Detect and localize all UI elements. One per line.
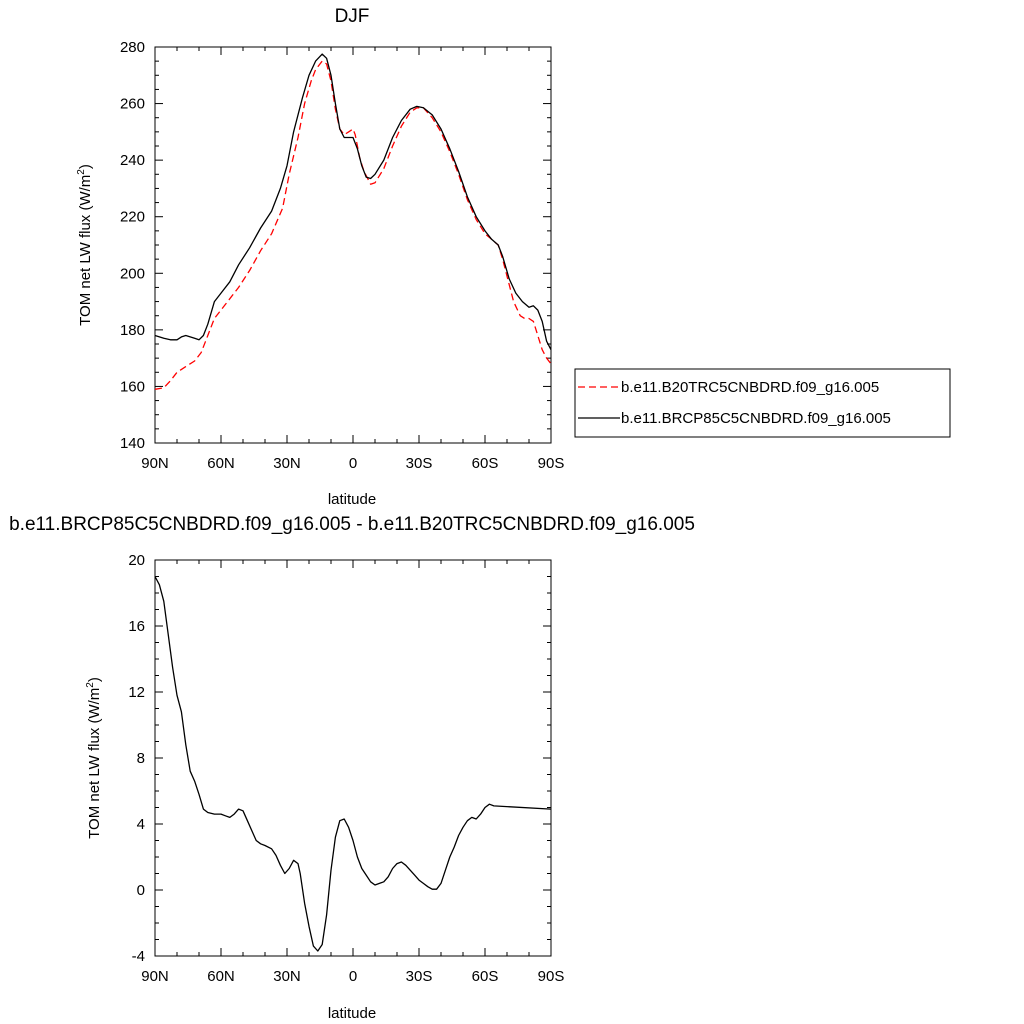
y-tick-label: 16	[128, 618, 145, 635]
chart-djf: DJF 140 160 180 200 220 240 260 280 90N 60N 30N 0 3…	[76, 6, 951, 508]
chart-title: b.e11.BRCP85C5CNBDRD.f09_g16.005 - b.e11…	[9, 514, 695, 535]
y-axis: 140 160 180 200 220 240 260 280	[120, 39, 551, 452]
y-axis-label: TOM net LW flux (W/m2)	[85, 677, 103, 839]
plot-frame	[154, 46, 552, 444]
legend-box	[574, 368, 951, 438]
x-tick-label: 90S	[538, 455, 565, 472]
y-tick-label: 160	[120, 378, 145, 395]
x-tick-label: 30N	[273, 968, 301, 985]
y-tick-label: 8	[137, 750, 145, 767]
x-tick-label: 0	[349, 968, 357, 985]
x-tick-label: 60N	[207, 968, 235, 985]
series-group	[154, 576, 552, 952]
x-tick-label: 30S	[406, 455, 433, 472]
x-axis-label: latitude	[328, 491, 376, 508]
x-tick-label: 60S	[472, 968, 499, 985]
legend-entry-historical: b.e11.B20TRC5CNBDRD.f09_g16.005	[621, 379, 879, 396]
x-tick-label: 0	[349, 455, 357, 472]
y-tick-label: 180	[120, 322, 145, 339]
y-tick-label: 12	[128, 684, 145, 701]
y-tick-label: 4	[137, 816, 145, 833]
x-axis-label: latitude	[328, 1005, 376, 1022]
y-axis-label: TOM net LW flux (W/m2)	[76, 164, 94, 326]
x-axis: 90N 60N 30N 0 30S 60S 90S	[141, 560, 564, 985]
x-tick-label: 90S	[538, 968, 565, 985]
y-tick-label: 280	[120, 39, 145, 56]
legend: b.e11.B20TRC5CNBDRD.f09_g16.005 b.e11.BR…	[574, 368, 951, 438]
y-tick-label: 20	[128, 552, 145, 569]
chart-title: DJF	[335, 6, 370, 27]
y-tick-label: 220	[120, 209, 145, 226]
legend-entry-rcp85: b.e11.BRCP85C5CNBDRD.f09_g16.005	[621, 410, 891, 427]
y-tick-label: -4	[132, 948, 145, 965]
y-tick-label: 140	[120, 435, 145, 452]
series-line-1	[154, 576, 552, 952]
plot-frame	[154, 559, 552, 957]
x-tick-label: 30N	[273, 455, 301, 472]
y-tick-label: 260	[120, 96, 145, 113]
y-tick-label: 0	[137, 882, 145, 899]
y-tick-label: 240	[120, 152, 145, 169]
x-tick-label: 90N	[141, 968, 169, 985]
x-tick-label: 30S	[406, 968, 433, 985]
y-tick-label: 200	[120, 265, 145, 282]
x-tick-label: 90N	[141, 455, 169, 472]
series-line-1	[154, 60, 552, 390]
series-group	[154, 53, 552, 390]
x-tick-label: 60N	[207, 455, 235, 472]
series-line-2	[154, 53, 552, 350]
x-tick-label: 60S	[472, 455, 499, 472]
chart-difference: b.e11.BRCP85C5CNBDRD.f09_g16.005 - b.e11…	[9, 514, 695, 1022]
y-axis: -4 0 4 8 12 16 20	[128, 552, 551, 965]
x-axis: 90N 60N 30N 0 30S 60S 90S	[141, 47, 564, 472]
